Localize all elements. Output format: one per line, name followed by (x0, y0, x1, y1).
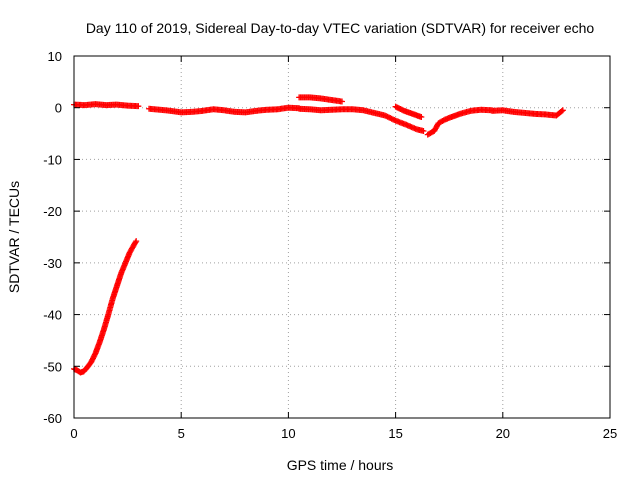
y-tick-label: -30 (43, 256, 62, 271)
x-tick-label: 20 (496, 426, 510, 441)
y-tick-label: 10 (48, 49, 62, 64)
series-5 (296, 105, 427, 134)
plot-frame (73, 55, 611, 419)
series-8 (489, 107, 566, 119)
x-axis-label: GPS time / hours (287, 457, 394, 473)
chart-title: Day 110 of 2019, Sidereal Day-to-day VTE… (86, 20, 595, 36)
x-tick-label: 25 (603, 426, 617, 441)
y-tick-label: -10 (43, 152, 62, 167)
data-point (418, 114, 425, 121)
y-tick-label: -60 (43, 411, 62, 426)
x-tick-label: 5 (178, 426, 185, 441)
series-4 (296, 94, 345, 105)
series-6 (392, 103, 425, 121)
x-tick-label: 0 (70, 426, 77, 441)
y-tick-label: 0 (55, 101, 62, 116)
data-point (559, 107, 566, 114)
series-3 (146, 104, 303, 116)
data-point (133, 238, 140, 245)
y-tick-label: -20 (43, 204, 62, 219)
x-tick-label: 15 (388, 426, 402, 441)
y-tick-label: -50 (43, 359, 62, 374)
x-tick-label: 10 (281, 426, 295, 441)
y-axis-label: SDTVAR / TECUs (6, 181, 22, 293)
data-point (339, 98, 345, 105)
data-point (132, 239, 139, 246)
data-point (558, 108, 565, 115)
axis-ticks: 0 5 10 15 20 25 -60 -50 -40 -30 -20 -10 0 10 (43, 49, 617, 441)
series-1 (71, 238, 140, 376)
data-points (71, 94, 566, 376)
data-point (135, 103, 142, 110)
data-point (420, 127, 427, 134)
series-2 (71, 101, 142, 110)
y-tick-label: -40 (43, 308, 62, 323)
